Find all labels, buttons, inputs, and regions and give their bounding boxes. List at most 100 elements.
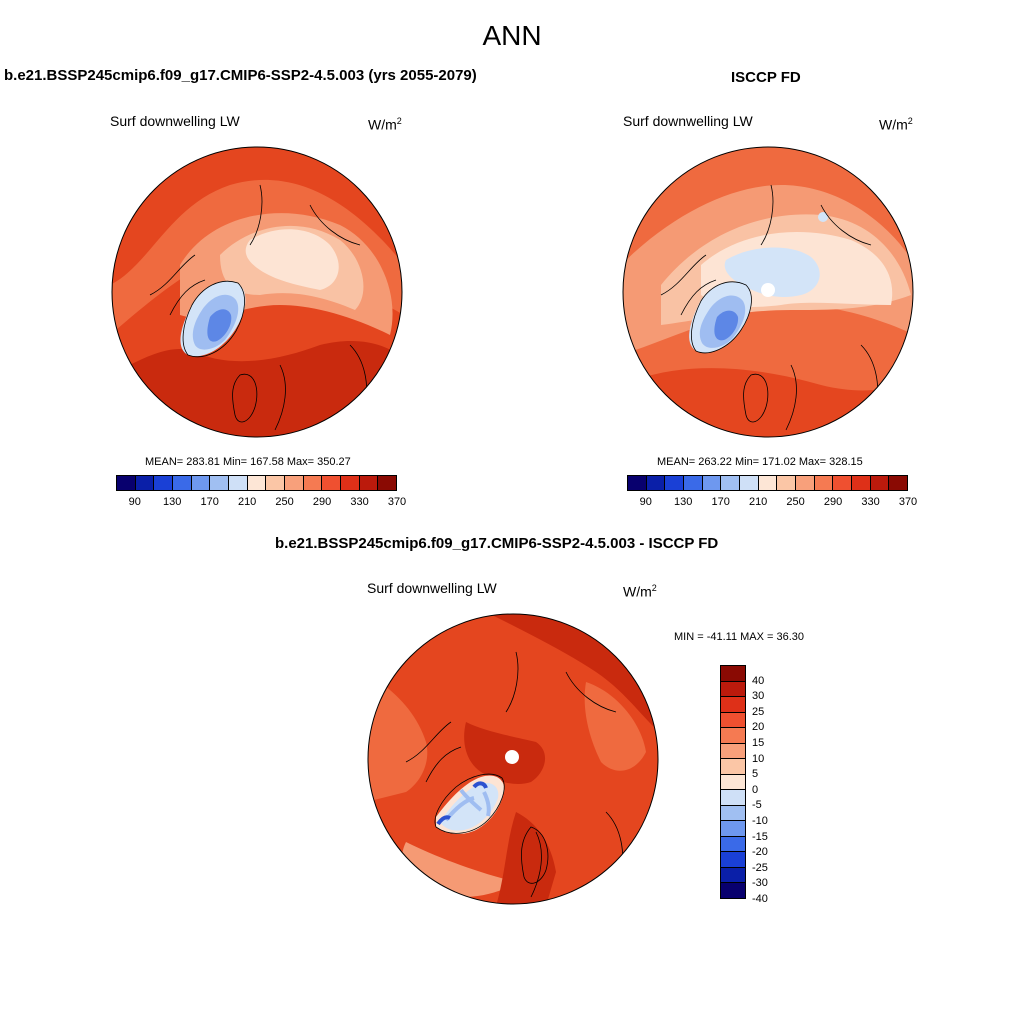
coastline: [660, 184, 879, 431]
colorbar-tick-label: 5: [752, 768, 759, 781]
map-field-band: [464, 722, 546, 784]
coastline: [434, 773, 505, 834]
coastline: [405, 651, 624, 898]
map-field-greenland: [714, 310, 739, 341]
colorbar-swatch: [665, 476, 685, 490]
colorbar-swatch: [721, 852, 745, 868]
colorbar-tick-label: 30: [752, 690, 765, 703]
main-title: ANN: [482, 20, 542, 51]
colorbar-tick-label: 90: [639, 496, 652, 508]
colorbar-swatch: [721, 476, 741, 490]
colorbar-swatch: [740, 476, 759, 490]
colorbar-swatch: [721, 712, 745, 729]
colorbar-swatch: [266, 476, 286, 490]
map-boundary: [111, 146, 403, 438]
colorbar-swatch: [702, 476, 722, 490]
panel-3-title: b.e21.BSSP245cmip6.f09_g17.CMIP6-SSP2-4.…: [275, 535, 719, 552]
map-field-greenland: [207, 309, 232, 342]
colorbar-tick-label: 290: [823, 496, 843, 508]
colorbar-swatch: [833, 476, 853, 490]
panel-3-units: W/m2: [623, 583, 657, 600]
colorbar-swatch: [191, 476, 211, 490]
colorbar-swatch: [628, 476, 647, 490]
panel-3-colorbar: [720, 665, 746, 899]
panel-1-units: W/m2: [368, 116, 402, 133]
coastline: [521, 826, 549, 884]
colorbar-swatch: [796, 476, 815, 490]
colorbar-swatch: [721, 774, 745, 791]
panel-1-colorbar: [116, 475, 397, 491]
colorbar-tick-label: 170: [711, 496, 730, 508]
coastline: [691, 281, 752, 354]
pole-hole: [761, 283, 775, 297]
map-field-band: [584, 682, 646, 771]
colorbar-swatch: [173, 476, 192, 490]
colorbar-tick-label: 0: [752, 783, 759, 796]
colorbar-swatch: [303, 476, 323, 490]
panel-3-stats: MIN = -41.11 MAX = 36.30: [674, 631, 805, 643]
map-field-band: [496, 812, 556, 904]
colorbar-tick-label: 330: [350, 496, 369, 508]
colorbar-swatch: [247, 476, 267, 490]
colorbar-swatch: [721, 805, 745, 822]
colorbar-swatch: [154, 476, 174, 490]
colorbar-tick-label: 170: [200, 496, 219, 508]
colorbar-swatch: [870, 476, 890, 490]
panel-2-polar-map: [622, 146, 914, 438]
map-field-band: [724, 247, 820, 298]
colorbar-swatch: [777, 476, 797, 490]
colorbar-tick-label: -40: [752, 893, 768, 905]
colorbar-tick-label: 370: [898, 496, 918, 508]
colorbar-swatch: [721, 681, 745, 698]
colorbar-swatch: [285, 476, 304, 490]
colorbar-tick-label: 290: [312, 496, 332, 508]
panel-2-variable-label: Surf downwelling LW: [623, 113, 753, 129]
map-boundary: [367, 613, 659, 905]
colorbar-swatch: [758, 476, 778, 490]
colorbar-swatch: [721, 790, 745, 806]
colorbar-tick-label: 210: [237, 496, 257, 508]
panel-1-polar-map: [111, 146, 403, 438]
colorbar-tick-label: -20: [752, 846, 768, 859]
panel-3-variable-label: Surf downwelling LW: [367, 580, 497, 596]
map-boundary: [622, 146, 914, 438]
colorbar-tick-label: 370: [387, 496, 407, 508]
colorbar-tick-label: 40: [752, 674, 765, 687]
colorbar-tick-label: 210: [748, 496, 768, 508]
colorbar-swatch: [721, 728, 745, 744]
colorbar-tick-label: 20: [752, 721, 765, 734]
colorbar-swatch: [721, 697, 745, 713]
colorbar-swatch: [378, 476, 397, 490]
colorbar-swatch: [814, 476, 834, 490]
panel-1-title: b.e21.BSSP245cmip6.f09_g17.CMIP6-SSP2-4.…: [4, 67, 477, 84]
colorbar-swatch: [359, 476, 379, 490]
colorbar-tick-label: 10: [752, 752, 765, 765]
colorbar-swatch: [646, 476, 666, 490]
colorbar-swatch: [341, 476, 360, 490]
colorbar-swatch: [721, 666, 745, 682]
colorbar-swatch: [322, 476, 342, 490]
colorbar-swatch: [135, 476, 155, 490]
colorbar-tick-label: -25: [752, 861, 768, 874]
colorbar-tick-label: -30: [752, 877, 768, 890]
colorbar-swatch: [721, 759, 745, 775]
colorbar-swatch: [210, 476, 230, 490]
map-field-band: [245, 229, 339, 290]
colorbar-tick-label: 25: [752, 705, 765, 718]
colorbar-tick-label: 250: [275, 496, 294, 508]
colorbar-tick-label: -15: [752, 830, 768, 843]
pole-hole: [505, 750, 519, 764]
colorbar-tick-label: 330: [861, 496, 880, 508]
panel-2-stats: MEAN= 263.22 Min= 171.02 Max= 328.15: [657, 456, 863, 468]
map-field-greenland: [436, 781, 488, 826]
panel-2-title: ISCCP FD: [731, 69, 801, 86]
panel-1-stats: MEAN= 283.81 Min= 167.58 Max= 350.27: [145, 456, 351, 468]
colorbar-swatch: [721, 883, 745, 898]
colorbar-swatch: [229, 476, 248, 490]
coastline: [232, 373, 258, 423]
panel-1-variable-label: Surf downwelling LW: [110, 113, 240, 129]
colorbar-swatch: [721, 867, 745, 884]
map-field-spot: [818, 212, 828, 222]
colorbar-swatch: [721, 743, 745, 760]
panel-2-colorbar: [627, 475, 908, 491]
